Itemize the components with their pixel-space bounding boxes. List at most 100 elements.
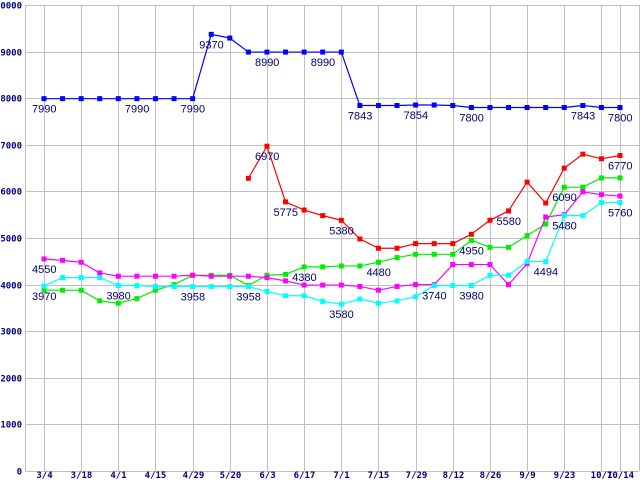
- data-point-magenta: [338, 282, 344, 288]
- data-point-red: [264, 143, 270, 149]
- data-point-cyan: [208, 284, 214, 290]
- data-point-blue: [320, 49, 326, 55]
- data-label: 7800: [608, 113, 632, 125]
- data-point-cyan: [152, 284, 158, 290]
- data-point-red: [283, 199, 289, 205]
- data-point-blue: [394, 103, 400, 109]
- data-point-magenta: [598, 192, 604, 198]
- x-tick-label: 9/23: [554, 471, 576, 480]
- data-point-cyan: [190, 284, 196, 290]
- data-point-blue: [524, 105, 530, 111]
- data-point-green: [375, 259, 381, 265]
- data-point-cyan: [487, 272, 493, 278]
- y-tick-label: 2000: [0, 375, 22, 385]
- data-label: 4380: [292, 272, 316, 284]
- data-label: 7990: [125, 104, 149, 116]
- data-point-cyan: [413, 294, 419, 300]
- data-point-green: [60, 287, 66, 293]
- data-label: 7843: [571, 111, 595, 123]
- data-point-blue: [41, 96, 47, 102]
- data-point-cyan: [320, 298, 326, 304]
- series-line-cyan: [43, 201, 620, 305]
- data-label: 7990: [181, 104, 205, 116]
- data-point-blue: [431, 102, 437, 108]
- data-point-blue: [506, 105, 512, 111]
- data-point-green: [450, 251, 456, 257]
- data-point-magenta: [41, 256, 47, 262]
- data-point-green: [152, 287, 158, 293]
- data-point-magenta: [171, 273, 177, 279]
- data-point-cyan: [78, 275, 84, 281]
- data-point-magenta: [301, 282, 307, 288]
- data-point-magenta: [320, 282, 326, 288]
- data-point-magenta: [264, 275, 270, 281]
- data-point-blue: [78, 96, 84, 102]
- data-point-green: [41, 287, 47, 293]
- y-tick-label: 6000: [0, 188, 22, 198]
- data-point-magenta: [450, 262, 456, 268]
- data-label: 3970: [32, 291, 56, 303]
- data-point-red: [543, 200, 549, 206]
- data-point-red: [413, 241, 419, 247]
- series-line-green: [44, 177, 620, 304]
- data-point-red: [375, 245, 381, 251]
- data-point-magenta: [245, 273, 251, 279]
- data-point-blue: [617, 105, 623, 111]
- data-point-green: [468, 237, 474, 243]
- data-point-red: [394, 245, 400, 251]
- data-label: 7843: [348, 111, 372, 123]
- data-label: 4494: [534, 267, 558, 279]
- data-point-cyan: [283, 293, 289, 299]
- data-point-blue: [60, 96, 66, 102]
- data-point-blue: [468, 105, 474, 111]
- data-point-blue: [283, 49, 289, 55]
- data-point-blue: [338, 49, 344, 55]
- x-tick-label: 6/3: [259, 471, 275, 480]
- data-point-red: [524, 179, 530, 185]
- data-point-magenta: [208, 273, 214, 279]
- data-point-magenta: [227, 273, 233, 279]
- data-point-magenta: [468, 262, 474, 268]
- data-point-cyan: [598, 200, 604, 206]
- data-point-red: [245, 175, 251, 181]
- x-tick-label: 10/7: [591, 471, 613, 480]
- data-point-green: [506, 244, 512, 250]
- y-axis-ticks: 0 1000 2000 3000 4000 5000 6000 7000 8000 9000 100…: [0, 2, 22, 478]
- data-point-green: [487, 244, 493, 250]
- data-point-magenta: [283, 278, 289, 284]
- data-label: 4950: [459, 245, 483, 257]
- data-label: 5760: [608, 208, 632, 220]
- data-label: 5380: [329, 225, 353, 237]
- x-axis-ticks: 3/4 3/18 4/1 4/15 4/29 5/20 6/3 6/17 7/1 7/15 7/29…: [36, 471, 634, 480]
- data-point-red: [487, 217, 493, 223]
- data-point-magenta: [115, 273, 121, 279]
- data-point-green: [357, 263, 363, 269]
- data-label: 6090: [552, 192, 576, 204]
- data-point-magenta: [487, 262, 493, 268]
- data-point-green: [394, 255, 400, 261]
- x-tick-label: 8/12: [443, 471, 465, 480]
- data-point-blue: [134, 96, 140, 102]
- data-point-cyan: [580, 213, 586, 219]
- y-tick-label: 0: [17, 468, 22, 478]
- data-point-blue: [152, 96, 158, 102]
- data-point-red: [450, 241, 456, 247]
- data-point-red: [338, 217, 344, 223]
- data-label: 8990: [311, 57, 335, 69]
- data-point-blue: [115, 96, 121, 102]
- data-point-green: [97, 298, 103, 304]
- x-tick-label: 5/20: [220, 471, 242, 480]
- data-label: 4480: [366, 267, 390, 279]
- data-point-green: [134, 296, 140, 302]
- data-label: 5775: [274, 207, 298, 219]
- data-point-blue: [450, 103, 456, 109]
- data-point-cyan: [617, 200, 623, 206]
- data-point-cyan: [134, 283, 140, 289]
- data-point-magenta: [394, 283, 400, 289]
- data-point-green: [301, 264, 307, 270]
- data-point-magenta: [357, 283, 363, 289]
- y-tick-label: 9000: [0, 49, 22, 59]
- y-tick-label: 4000: [0, 282, 22, 292]
- data-point-cyan: [171, 284, 177, 290]
